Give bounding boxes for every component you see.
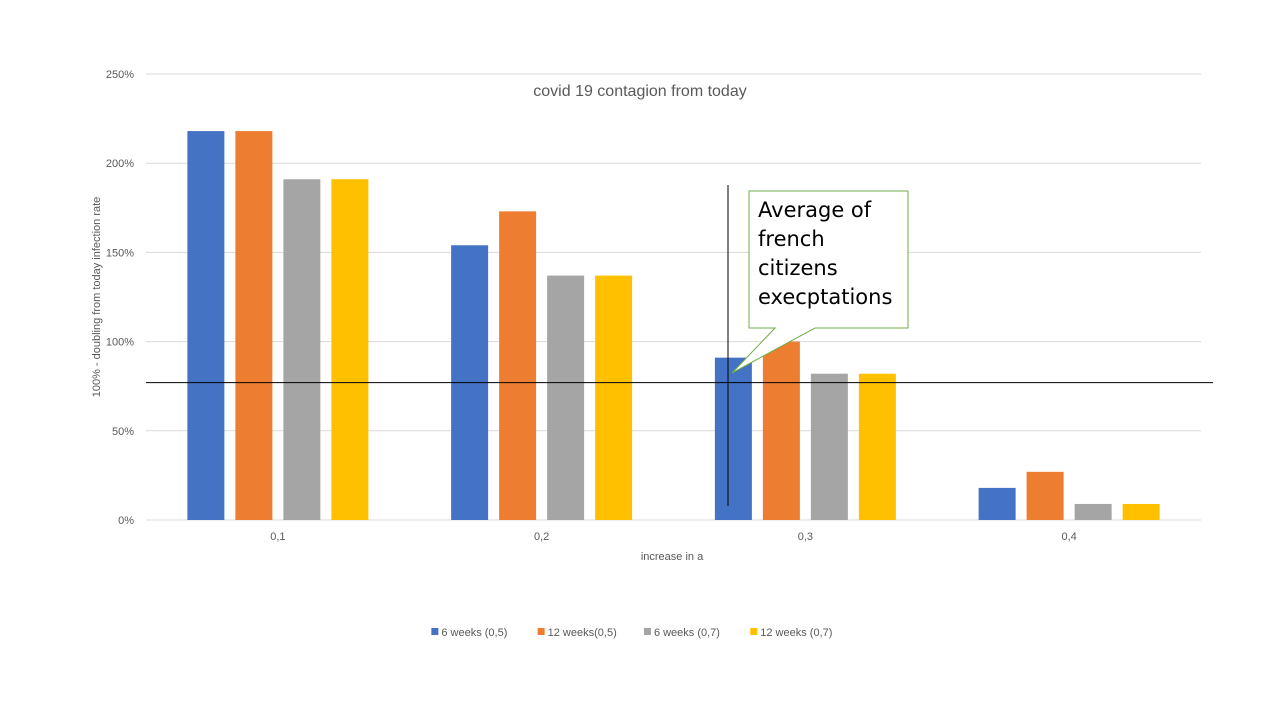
bar [1122, 503, 1160, 520]
bar [858, 373, 896, 520]
bar [714, 357, 752, 520]
y-axis-ticks: 0% 50% 100% 150% 200% 250% [106, 69, 134, 527]
bar [1074, 503, 1112, 520]
callout-line-3: citizens [758, 256, 838, 280]
callout-box [731, 190, 909, 374]
bar [499, 211, 537, 521]
legend: 6 weeks (0,5) 12 weeks(0,5) 6 weeks (0,7) 1… [431, 627, 832, 639]
y-axis-title: 100% - doubling from today infection rat… [91, 197, 103, 398]
y-tick-label: 150% [106, 247, 134, 259]
x-tick-label: 0,2 [534, 531, 549, 543]
legend-label: 6 weeks (0,5) [441, 627, 507, 639]
legend-swatch [431, 628, 439, 635]
y-tick-label: 100% [106, 337, 134, 349]
legend-label: 12 weeks (0,7) [760, 627, 832, 639]
legend-swatch [537, 628, 545, 635]
bar [1026, 471, 1064, 520]
x-axis-ticks: 0,1 0,2 0,3 0,4 [270, 531, 1077, 543]
legend-swatch [750, 628, 758, 635]
callout-line-4: execptations [758, 285, 892, 309]
bar [978, 487, 1016, 520]
y-tick-label: 50% [112, 426, 134, 438]
y-tick-label: 200% [106, 158, 134, 170]
x-tick-label: 0,4 [1061, 531, 1076, 543]
bar [810, 373, 848, 520]
bar [547, 275, 585, 520]
bar [595, 275, 633, 520]
legend-swatch [643, 628, 651, 635]
y-tick-label: 0% [118, 515, 134, 527]
x-tick-label: 0,1 [270, 531, 285, 543]
callout-line-2: french [758, 227, 825, 251]
legend-label: 12 weeks(0,5) [548, 627, 617, 639]
y-tick-label: 250% [106, 69, 134, 81]
bar [283, 179, 321, 521]
callout-line-1: Average of [758, 198, 872, 222]
gridlines [146, 73, 1201, 521]
chart-title: covid 19 contagion from today [533, 83, 746, 100]
legend-label: 6 weeks (0,7) [654, 627, 720, 639]
x-tick-label: 0,3 [798, 531, 813, 543]
x-axis-title: increase in a [641, 551, 704, 563]
bars [187, 131, 1160, 521]
callout-annotation: Average of french citizens execptations [146, 185, 1213, 506]
bar [331, 179, 369, 521]
bar [187, 131, 225, 520]
bar [235, 131, 273, 520]
bar [762, 341, 800, 520]
